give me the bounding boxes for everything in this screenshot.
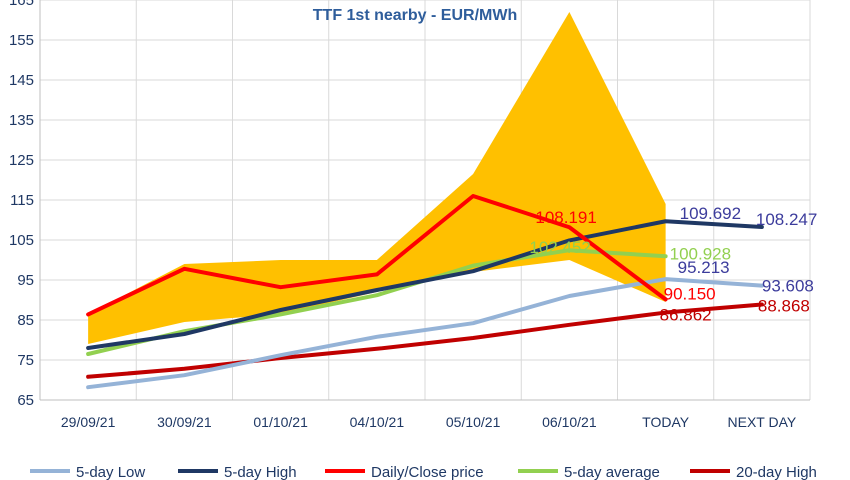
range-band xyxy=(88,12,666,344)
x-tick-label: 05/10/21 xyxy=(446,414,501,430)
legend-label: 5-day Low xyxy=(76,464,145,480)
y-tick-label: 85 xyxy=(17,312,34,329)
data-labels: 108.191 102.452 109.692 108.247 100.92895.21… xyxy=(529,204,817,324)
y-tick-label: 145 xyxy=(9,72,34,89)
legend-label: Daily/Close price xyxy=(371,464,484,480)
series-line-5-day-low xyxy=(86,277,764,390)
data-label: 95.213 xyxy=(678,258,730,277)
x-tick-label: 29/09/21 xyxy=(61,414,116,430)
y-axis: 65 75 85 95 105 115 125 135 145 155 165 xyxy=(9,0,41,409)
legend-label: 5-day average xyxy=(564,464,660,480)
data-label: 108.191 xyxy=(535,208,596,227)
data-label: 88.868 xyxy=(758,297,810,316)
x-tick-label: 01/10/21 xyxy=(253,414,308,430)
series-line-5-day-average xyxy=(86,248,668,356)
x-tick-label: TODAY xyxy=(642,414,690,430)
y-tick-label: 135 xyxy=(9,112,34,129)
y-tick-label: 65 xyxy=(17,392,34,409)
x-tick-label: 30/09/21 xyxy=(157,414,212,430)
data-label: 100.928 xyxy=(670,244,731,263)
series-line-20-day-high xyxy=(86,302,764,379)
data-label: 109.692 xyxy=(680,204,741,223)
data-label: 90.150 xyxy=(664,284,716,303)
x-tick-label: NEXT DAY xyxy=(728,414,797,430)
series-line-daily-close-price xyxy=(86,194,668,317)
x-tick-label: 04/10/21 xyxy=(350,414,405,430)
legend-label: 20-day High xyxy=(736,464,817,480)
y-tick-label: 155 xyxy=(9,32,34,49)
data-label: 102.452 xyxy=(529,238,590,257)
y-tick-label: 125 xyxy=(9,152,34,169)
data-label: 108.247 xyxy=(756,210,817,229)
x-tick-label: 06/10/21 xyxy=(542,414,597,430)
series-lines xyxy=(86,194,764,390)
data-label: 93.608 xyxy=(762,277,814,296)
chart-title: TTF 1st nearby - EUR/MWh xyxy=(313,7,517,24)
y-tick-label: 75 xyxy=(17,352,34,369)
y-tick-label: 105 xyxy=(9,232,34,249)
legend-label: 5-day High xyxy=(224,464,297,480)
y-tick-label: 95 xyxy=(17,272,34,289)
legend: 5-day Low 5-day High Daily/Close price 5-da… xyxy=(30,464,817,480)
y-tick-label: 165 xyxy=(9,0,34,9)
range-band-area xyxy=(88,12,666,344)
x-axis: 29/09/21 30/09/21 01/10/21 04/10/21 05/10/21… xyxy=(40,399,810,430)
series-line-5-day-high xyxy=(86,219,764,350)
y-tick-label: 115 xyxy=(10,192,34,209)
data-label: 86.862 xyxy=(660,306,712,325)
